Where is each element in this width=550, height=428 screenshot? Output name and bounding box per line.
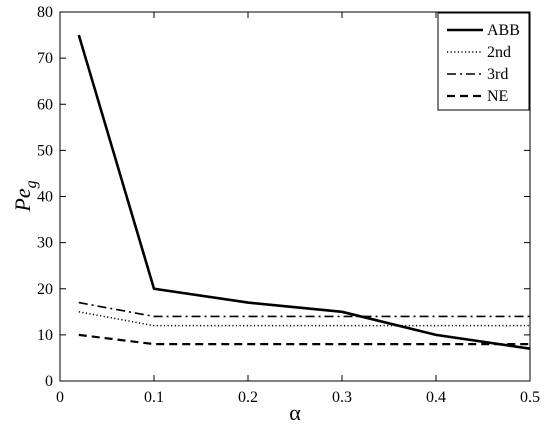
legend-label-3rd: 3rd (487, 66, 508, 83)
y-tick-label: 70 (37, 50, 53, 67)
x-tick-label: 0 (56, 389, 64, 406)
legend-label-abb: ABB (487, 22, 520, 39)
y-axis-label: Peg (10, 180, 40, 212)
x-tick-label: 0.4 (426, 389, 446, 406)
y-tick-label: 20 (37, 281, 53, 298)
y-tick-label: 50 (37, 142, 53, 159)
y-tick-label: 80 (37, 4, 53, 21)
y-tick-label: 10 (37, 327, 53, 344)
y-axis-label-subscript: g (23, 180, 40, 188)
legend: ABB 2nd 3rd NE (437, 12, 530, 111)
y-axis-label-main: Pe (10, 188, 35, 212)
x-tick-label: 0.1 (144, 389, 164, 406)
x-axis-label: α (289, 400, 301, 425)
x-tick-label: 0.2 (238, 389, 258, 406)
series-line-3rd (78, 301, 530, 318)
x-tick-label: 0.3 (332, 389, 352, 406)
x-tick-label: 0.5 (520, 389, 540, 406)
y-tick-label: 40 (37, 189, 53, 206)
series-line-abb (77, 34, 531, 350)
y-axis-ticks: 0 10 20 30 40 50 60 70 80 (37, 4, 530, 390)
y-tick-label: 60 (37, 96, 53, 113)
series-layer (77, 34, 531, 350)
legend-label-ne: NE (487, 88, 508, 105)
x-axis-ticks: 0 0.1 0.2 0.3 0.4 0.5 (56, 12, 540, 406)
y-tick-label: 0 (45, 373, 53, 390)
legend-label-2nd: 2nd (487, 44, 511, 61)
y-tick-label: 30 (37, 235, 53, 252)
